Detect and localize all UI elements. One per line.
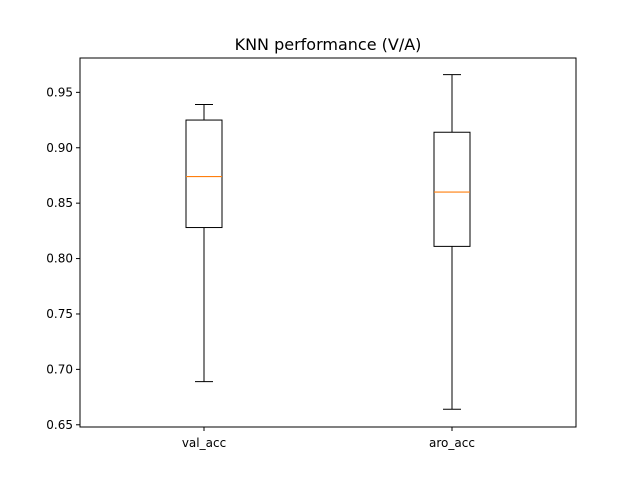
x-tick-label: aro_acc — [429, 436, 475, 450]
box-val_acc — [185, 119, 223, 229]
chart-title: KNN performance (V/A) — [235, 35, 422, 54]
y-tick-label: 0.65 — [46, 418, 73, 432]
y-tick-label: 0.80 — [46, 252, 73, 266]
box-aro_acc — [433, 131, 471, 247]
y-tick-label: 0.85 — [46, 196, 73, 210]
y-tick-label: 0.95 — [46, 85, 73, 99]
y-tick-label: 0.70 — [46, 362, 73, 376]
axes-frame — [79, 57, 577, 428]
plot-area: 0.65 0.70 0.75 0.80 0.85 0.90 0.95 val_acc aro_a… — [46, 57, 577, 450]
y-tick-label: 0.75 — [46, 307, 73, 321]
y-tick-label: 0.90 — [46, 141, 73, 155]
x-tick-label: val_acc — [182, 436, 226, 450]
